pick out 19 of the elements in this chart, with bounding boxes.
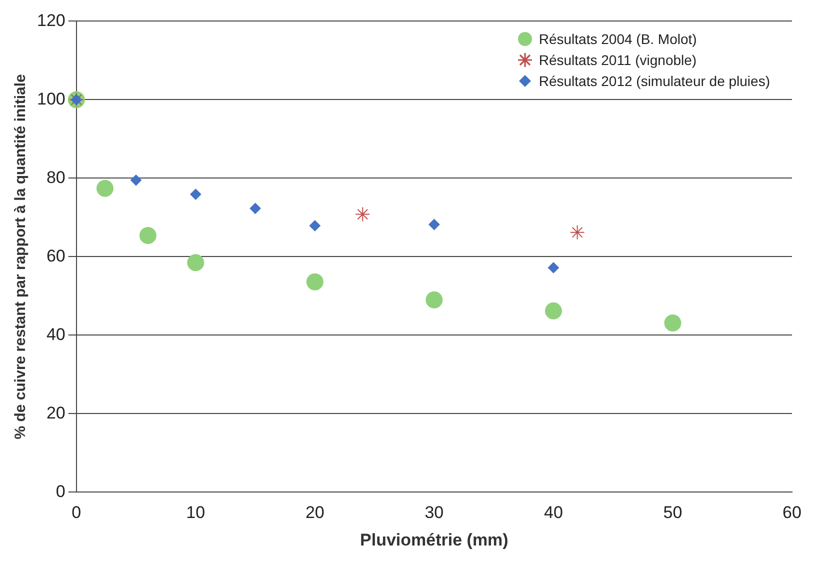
legend-label: Résultats 2012 (simulateur de pluies) <box>538 72 770 88</box>
x-tick-label: 50 <box>663 503 682 522</box>
y-tick-label: 40 <box>46 324 66 344</box>
x-tick-label: 60 <box>782 503 802 522</box>
y-tick-label: 100 <box>36 89 66 108</box>
legend-label: Résultats 2004 (B. Molot) <box>538 30 697 46</box>
y-tick-label: 60 <box>46 246 66 266</box>
y-tick-label: 20 <box>46 403 66 422</box>
x-tick-label: 10 <box>186 503 206 522</box>
y-tick-label: 80 <box>46 168 66 187</box>
x-axis-title: Pluviométrie (mm) <box>360 530 508 550</box>
y-tick-label: 0 <box>56 482 66 501</box>
x-tick-label: 40 <box>544 503 563 522</box>
y-tick-label: 120 <box>36 10 66 30</box>
legend-label: Résultats 2011 (vignoble) <box>538 52 697 68</box>
x-tick-label: 30 <box>424 503 444 522</box>
x-tick-label: 20 <box>305 503 324 522</box>
x-tick-label: 0 <box>72 503 82 522</box>
y-axis-title: % de cuivre restant par rapport à la quantité initiale <box>12 74 30 440</box>
